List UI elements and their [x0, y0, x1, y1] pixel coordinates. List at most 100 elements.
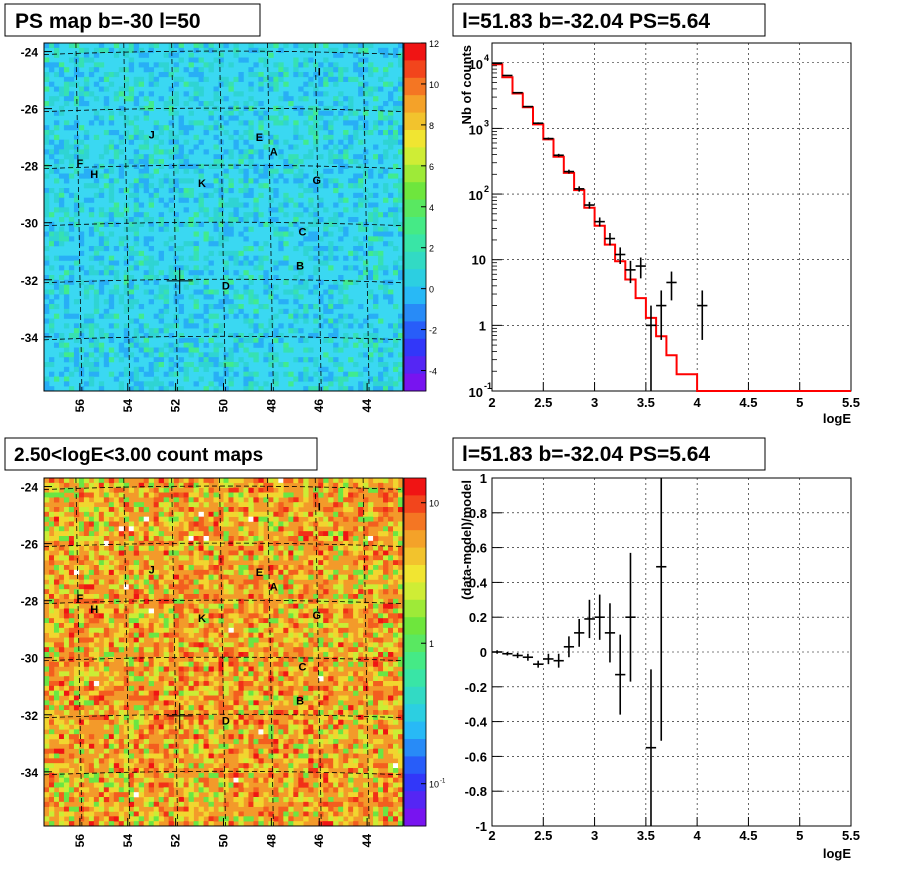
map-cell: [338, 318, 344, 324]
map-cell: [163, 637, 169, 643]
map-cell: [313, 289, 319, 295]
map-cell: [293, 603, 299, 609]
map-cell: [88, 797, 95, 803]
map-cell: [153, 76, 159, 82]
map-cell: [298, 565, 304, 571]
map-cell: [73, 120, 80, 126]
x-tick-label: 3: [591, 395, 598, 410]
map-cell: [308, 347, 314, 353]
map-cell: [133, 207, 140, 213]
map-cell: [148, 371, 154, 377]
map-cell: [68, 550, 75, 556]
map-cell: [163, 574, 169, 580]
map-cell: [248, 613, 254, 619]
map-cell: [48, 226, 55, 232]
map-cell: [233, 724, 239, 730]
map-cell: [303, 236, 309, 242]
map-cell: [293, 144, 299, 150]
map-cell: [98, 685, 105, 691]
map-cell: [338, 275, 344, 281]
map-cell: [78, 207, 85, 213]
map-cell: [228, 376, 234, 382]
map-cell: [243, 202, 249, 208]
map-cell: [273, 265, 279, 271]
map-cell: [313, 497, 319, 503]
map-cell: [48, 710, 55, 716]
map-cell: [373, 270, 379, 276]
map-cell: [68, 623, 75, 629]
map-cell: [158, 724, 164, 730]
map-cell: [133, 550, 140, 556]
map-cell: [328, 492, 334, 498]
map-cell: [303, 598, 309, 604]
map-cell: [173, 710, 179, 716]
map-cell: [113, 748, 120, 754]
map-cell: [183, 197, 189, 203]
map-cell: [113, 130, 120, 136]
map-cell: [233, 772, 239, 778]
map-cell: [253, 202, 259, 208]
map-cell: [278, 154, 284, 160]
map-cell: [278, 226, 284, 232]
map-cell: [83, 149, 90, 155]
x-tick-label: 5: [796, 395, 803, 410]
map-cell: [298, 110, 304, 116]
map-cell: [58, 758, 65, 764]
map-cell: [328, 125, 334, 131]
map-cell: [98, 241, 105, 247]
map-cell: [253, 328, 259, 334]
map-cell: [88, 608, 95, 614]
map-cell: [213, 734, 219, 740]
map-cell: [108, 763, 115, 769]
map-cell: [153, 647, 159, 653]
map-cell: [88, 507, 95, 513]
map-cell: [303, 782, 309, 788]
map-cell: [193, 579, 199, 585]
map-cell: [243, 101, 249, 107]
map-cell: [123, 772, 130, 778]
map-cell: [88, 207, 95, 213]
map-cell: [323, 666, 329, 672]
map-cell: [398, 101, 404, 107]
map-cell: [198, 526, 204, 532]
map-cell: [218, 613, 224, 619]
grid-parallel: [43, 107, 404, 113]
map-cell: [123, 207, 130, 213]
map-cell: [78, 125, 85, 131]
map-cell: [53, 594, 60, 600]
map-cell: [118, 105, 125, 111]
map-cell: [278, 545, 284, 551]
map-cell: [198, 729, 204, 735]
map-cell: [273, 511, 279, 517]
map-cell: [98, 236, 105, 242]
map-cell: [298, 226, 304, 232]
map-cell: [113, 260, 120, 266]
map-cell: [158, 656, 164, 662]
map-cell: [183, 739, 189, 745]
map-cell: [44, 333, 50, 339]
map-cell: [78, 101, 85, 107]
map-cell: [103, 753, 110, 759]
map-cell: [328, 178, 334, 184]
map-cell: [273, 192, 279, 198]
map-cell: [188, 342, 194, 348]
map-cell: [58, 202, 65, 208]
map-cell: [268, 637, 274, 643]
map-cell: [313, 328, 319, 334]
map-cell: [73, 705, 80, 711]
map-cell: [63, 739, 70, 745]
map-cell: [93, 308, 100, 314]
map-cell: [63, 366, 70, 372]
map-cell: [183, 705, 189, 711]
map-cell: [153, 294, 159, 300]
map-cell: [268, 569, 274, 575]
map-cell: [68, 275, 75, 281]
map-cell: [88, 381, 95, 387]
map-cell: [108, 647, 115, 653]
map-cell: [128, 584, 135, 590]
map-cell: [248, 188, 254, 194]
map-cell: [83, 183, 90, 189]
map-cell: [208, 294, 214, 300]
map-cell: [258, 666, 264, 672]
map-cell: [358, 67, 364, 73]
